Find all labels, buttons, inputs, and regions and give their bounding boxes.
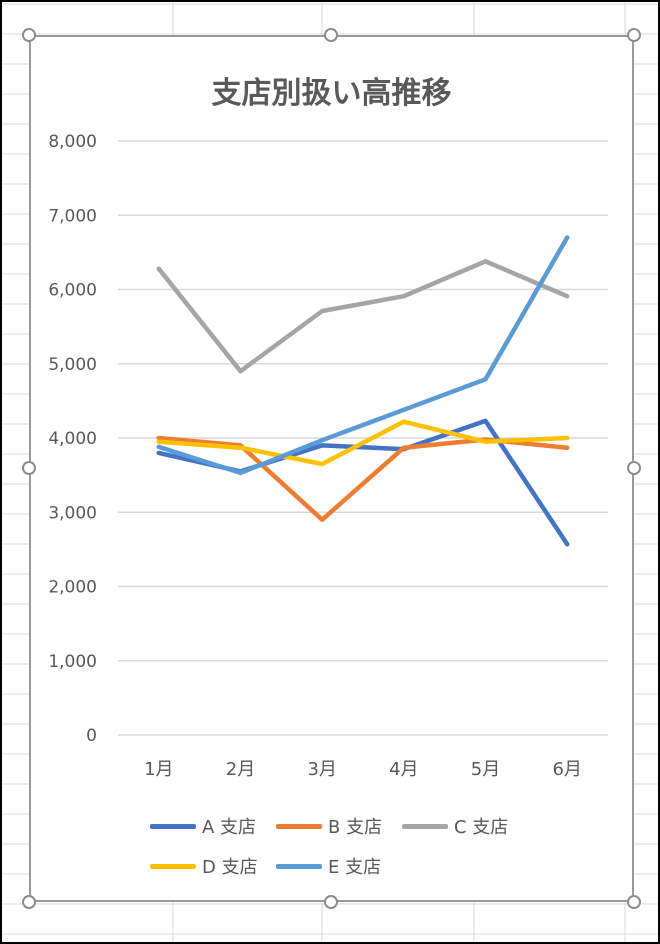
legend-swatch (150, 823, 196, 829)
legend-label: E 支店 (328, 857, 382, 878)
legend-swatch (150, 863, 196, 869)
legend-item-c[interactable]: C 支店 (402, 814, 508, 838)
resize-handle-bottom-right[interactable] (627, 895, 641, 909)
legend-swatch (402, 823, 448, 829)
legend-label: A 支店 (202, 817, 257, 838)
legend-item-a[interactable]: A 支店 (150, 814, 256, 838)
legend-label: B 支店 (328, 817, 383, 838)
resize-handle-top-center[interactable] (324, 28, 338, 42)
legend-item-e[interactable]: E 支店 (276, 854, 381, 878)
chart-area[interactable] (29, 35, 634, 902)
resize-handle-top-right[interactable] (627, 28, 641, 42)
legend-label: C 支店 (454, 817, 509, 838)
legend-label: D 支店 (202, 857, 258, 878)
resize-handle-bottom-left[interactable] (22, 895, 36, 909)
legend-swatch (276, 823, 322, 829)
chart-title: 支店別扱い高推移 (211, 76, 452, 111)
resize-handle-middle-left[interactable] (22, 461, 36, 475)
resize-handle-middle-right[interactable] (627, 461, 641, 475)
legend-item-b[interactable]: B 支店 (276, 814, 382, 838)
resize-handle-top-left[interactable] (22, 28, 36, 42)
legend-swatch (276, 863, 322, 869)
resize-handle-bottom-center[interactable] (324, 895, 338, 909)
legend-item-d[interactable]: D 支店 (150, 854, 258, 878)
